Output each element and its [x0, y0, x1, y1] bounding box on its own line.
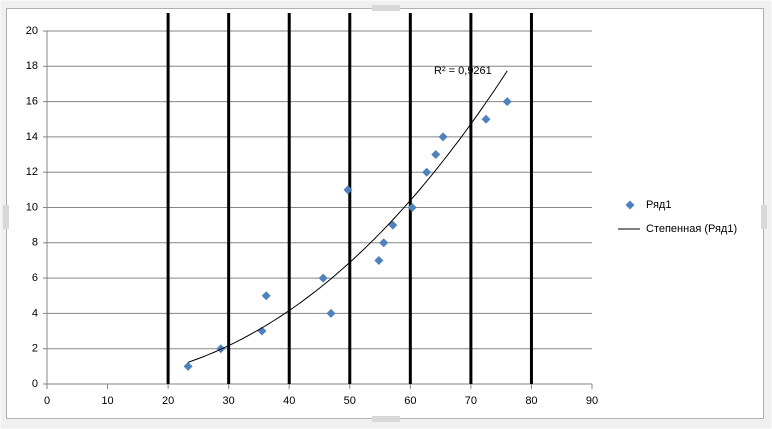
point [374, 255, 384, 265]
point [379, 238, 389, 248]
x-tick-label: 50 [344, 395, 356, 407]
point [318, 273, 328, 283]
y-tick-label: 16 [26, 96, 38, 108]
x-tick-label: 40 [283, 395, 295, 407]
legend-label: Степенная (Ряд1) [646, 223, 737, 235]
legend-label: Ряд1 [646, 199, 671, 211]
point [438, 132, 448, 142]
point [431, 150, 441, 160]
y-tick-label: 18 [26, 60, 38, 72]
y-tick-label: 8 [32, 237, 38, 249]
x-tick-label: 0 [44, 395, 50, 407]
y-tick-label: 0 [32, 378, 38, 390]
y-tick-label: 2 [32, 343, 38, 355]
x-tick-label: 20 [162, 395, 174, 407]
point [326, 308, 336, 318]
x-tick-label: 60 [404, 395, 416, 407]
x-tick-label: 90 [586, 395, 598, 407]
y-tick-label: 4 [32, 307, 38, 319]
trendline [187, 70, 508, 363]
point [183, 361, 193, 371]
point [407, 203, 417, 212]
point [422, 167, 432, 177]
y-tick-label: 20 [26, 25, 38, 37]
chart-frame [6, 8, 764, 419]
y-tick-label: 6 [32, 272, 38, 284]
y-tick-label: 10 [26, 201, 38, 213]
y-tick-label: 14 [26, 131, 38, 143]
resize-handle [3, 205, 9, 229]
x-tick-label: 70 [465, 395, 477, 407]
x-tick-label: 30 [223, 395, 235, 407]
y-tick-label: 12 [26, 166, 38, 178]
point [261, 291, 271, 301]
resize-handle [761, 205, 767, 229]
trendline-label: R² = 0,9261 [434, 65, 492, 77]
point [343, 185, 353, 195]
x-tick-label: 80 [525, 395, 537, 407]
point [481, 114, 491, 124]
point [502, 97, 512, 107]
resize-handle [372, 5, 400, 11]
resize-handle [372, 416, 400, 422]
x-tick-label: 10 [101, 395, 113, 407]
legend-marker [625, 200, 635, 210]
